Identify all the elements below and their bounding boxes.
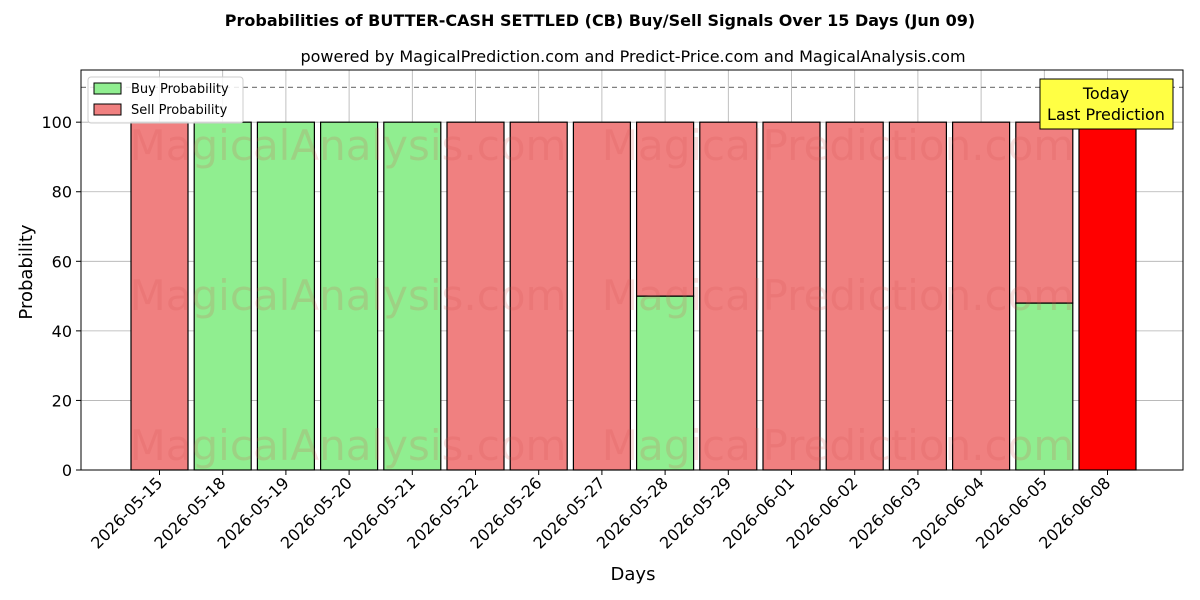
bar-sell-2026-05-27	[572, 121, 632, 471]
y-axis-label: Probability	[16, 224, 37, 319]
bar-buy-2026-05-19	[256, 121, 315, 471]
y-tick-label: 100	[41, 113, 72, 132]
bar-sell-2026-06-02	[825, 121, 884, 471]
bars	[130, 121, 1137, 471]
bar-sell-2026-05-29	[699, 121, 758, 471]
watermark-text: MagicalAnalysis.com	[130, 421, 567, 470]
plot-frame	[80, 69, 1184, 471]
watermark-text: MagicalAnalysis.com	[130, 271, 567, 320]
bar-buy-2026-05-28	[635, 295, 695, 471]
bar-sell-2026-05-28	[635, 121, 695, 297]
watermark-text: MagicalAnalysis.com	[130, 121, 567, 170]
chart-subtitle: powered by MagicalPrediction.com and Pre…	[300, 47, 965, 66]
bar-sell-2026-06-08	[1078, 121, 1137, 471]
legend-label-buy: Buy Probability	[131, 82, 229, 97]
watermark-text: MagicalPrediction.com	[602, 271, 1075, 320]
legend-swatch-sell	[93, 103, 122, 116]
x-axis-label: Days	[611, 564, 656, 585]
y-tick-label: 60	[52, 252, 72, 271]
watermark-text: MagicalPrediction.com	[602, 421, 1075, 470]
bar-buy-2026-05-21	[383, 121, 442, 471]
legend-swatch-buy	[93, 82, 122, 95]
watermark-text: MagicalPrediction.com	[602, 121, 1075, 170]
today-annotation-line1: Today	[1082, 84, 1129, 103]
today-annotation-line2: Last Prediction	[1047, 105, 1165, 124]
today-annotation: Today Last Prediction	[1039, 78, 1174, 130]
bar-buy-2026-06-05	[1015, 302, 1074, 471]
bar-sell-2026-05-22	[446, 121, 505, 471]
y-tick-label: 20	[52, 391, 72, 410]
watermarks: MagicalAnalysis.com MagicalPrediction.com…	[130, 121, 1075, 470]
legend-label-sell: Sell Probability	[131, 103, 228, 118]
bar-sell-2026-06-05	[1015, 121, 1074, 304]
chart-title: Probabilities of BUTTER-CASH SETTLED (CB…	[225, 11, 976, 30]
bar-sell-2026-06-04	[951, 121, 1011, 471]
y-tick-label: 40	[52, 322, 72, 341]
legend: Buy Probability Sell Probability	[87, 76, 244, 124]
bar-sell-2026-05-26	[509, 121, 568, 471]
legend-box	[87, 76, 244, 124]
today-annotation-box	[1039, 78, 1174, 130]
y-tick-label: 0	[62, 461, 72, 480]
bar-sell-2026-06-03	[888, 121, 948, 471]
bar-buy-2026-05-20	[320, 121, 379, 471]
bar-sell-2026-06-01	[762, 121, 821, 471]
y-tick-label: 80	[52, 183, 72, 202]
